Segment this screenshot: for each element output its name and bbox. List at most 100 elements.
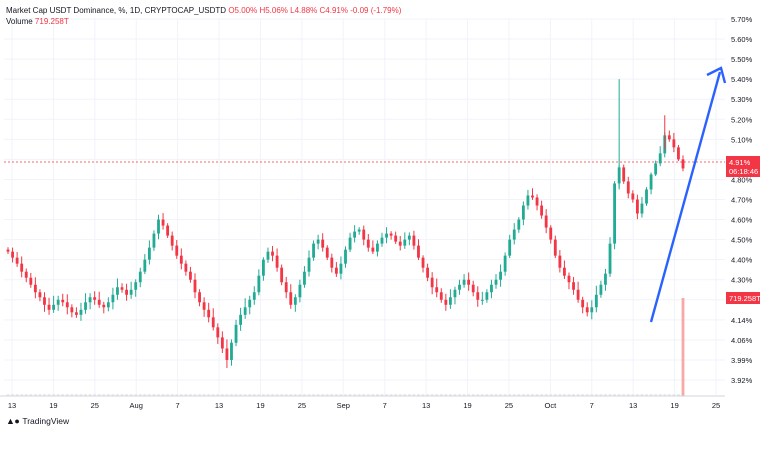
price-tag-countdown: 06:18:46 xyxy=(729,167,758,176)
x-tick-label: 25 xyxy=(298,401,306,410)
volume-tag-value: 719.258T xyxy=(729,294,761,303)
candle xyxy=(353,225,357,243)
candle-body xyxy=(398,241,402,246)
y-tick-label: 5.10% xyxy=(731,135,753,144)
candle-body xyxy=(339,263,343,274)
candle-body xyxy=(499,271,502,280)
volume-bar xyxy=(376,394,379,396)
candle xyxy=(594,285,598,313)
candle-body xyxy=(216,327,220,338)
volume-bar xyxy=(257,394,261,396)
candle-body xyxy=(152,233,156,248)
candle xyxy=(467,272,471,291)
candle xyxy=(585,302,589,317)
candle xyxy=(517,217,521,233)
candle xyxy=(599,280,603,298)
candle-body xyxy=(531,195,534,198)
trend-arrow-line xyxy=(649,71,722,323)
candle xyxy=(111,287,115,310)
candle-body xyxy=(649,174,653,190)
candle xyxy=(339,256,343,280)
candle-body xyxy=(357,229,361,232)
candle-body xyxy=(289,292,293,305)
candle-body xyxy=(417,245,420,258)
candle xyxy=(462,274,466,288)
candle xyxy=(544,209,548,234)
volume-bar xyxy=(116,394,119,396)
candle xyxy=(371,240,375,255)
tradingview-logo[interactable]: ▲● TradingView xyxy=(6,416,69,426)
volume-bar xyxy=(617,394,621,396)
volume-bar xyxy=(106,394,110,396)
volume-bar xyxy=(499,394,502,396)
candle xyxy=(645,187,648,206)
candle-body xyxy=(585,307,589,313)
volume-bar xyxy=(380,394,384,396)
candle xyxy=(284,276,288,299)
candle-body xyxy=(521,205,525,220)
volume-bar xyxy=(512,394,516,396)
candle xyxy=(549,225,553,244)
volume-bar xyxy=(65,394,69,396)
volume-bar xyxy=(298,394,302,396)
volume-bar xyxy=(161,394,165,396)
y-axis[interactable]: 5.70%5.60%5.50%5.40%5.30%5.20%5.10%5.00%… xyxy=(731,15,753,385)
grid xyxy=(4,18,725,395)
candle-body xyxy=(635,199,639,214)
volume-bar xyxy=(594,394,598,396)
candle xyxy=(56,295,60,311)
candle-body xyxy=(170,235,174,246)
candle xyxy=(658,146,662,167)
candle xyxy=(125,283,128,301)
candle xyxy=(471,280,475,297)
candle-body xyxy=(6,249,10,252)
candle xyxy=(239,307,243,331)
volume-bar xyxy=(490,394,493,396)
volume-bar xyxy=(280,394,284,396)
candle-body xyxy=(426,267,430,278)
candle-body xyxy=(284,282,288,293)
candle xyxy=(266,247,270,263)
candle-body xyxy=(29,277,33,285)
x-axis[interactable]: 13 19 25 Aug 7 13 19 25 Sep 7 13 19 25 Oct 7 13 19 25 xyxy=(0,395,725,410)
y-tick-label: 5.50% xyxy=(731,55,753,64)
change-value: -0.09 (-1.79%) xyxy=(350,6,402,15)
candle xyxy=(654,160,658,177)
candle-body xyxy=(321,239,325,248)
volume-bar xyxy=(111,394,115,396)
volume-bar xyxy=(179,394,183,396)
volume-bar xyxy=(211,394,215,396)
candle-body xyxy=(211,317,215,328)
volume-bar xyxy=(458,394,461,396)
candle xyxy=(453,286,457,305)
candle xyxy=(380,232,384,247)
candle-body xyxy=(490,284,493,293)
volume-bar xyxy=(549,394,553,396)
candle xyxy=(202,297,206,317)
candle-body xyxy=(348,237,352,250)
candle-body xyxy=(394,235,398,242)
volume-label: Volume xyxy=(6,17,33,26)
volume-legend[interactable]: Volume 719.258T xyxy=(6,17,69,26)
symbol-legend[interactable]: Market Cap USDT Dominance, %, 1D, CRYPTO… xyxy=(6,6,401,15)
candle xyxy=(613,181,617,250)
candle-body xyxy=(298,284,302,298)
volume-bar xyxy=(275,394,279,396)
candle-body xyxy=(79,309,83,315)
candle-body xyxy=(353,231,357,238)
candle-body xyxy=(316,239,320,244)
candle xyxy=(435,278,439,298)
candle xyxy=(439,288,443,303)
volume-bar xyxy=(439,394,443,396)
trend-arrow[interactable] xyxy=(649,66,727,323)
candle-body xyxy=(380,237,384,244)
candle-body xyxy=(175,245,179,256)
y-tick-label: 4.06% xyxy=(731,336,753,345)
y-tick-label: 5.30% xyxy=(731,95,753,104)
volume-bar xyxy=(667,394,671,396)
candle xyxy=(134,279,138,297)
x-tick-label: 25 xyxy=(712,401,720,410)
candle-body xyxy=(567,275,571,283)
